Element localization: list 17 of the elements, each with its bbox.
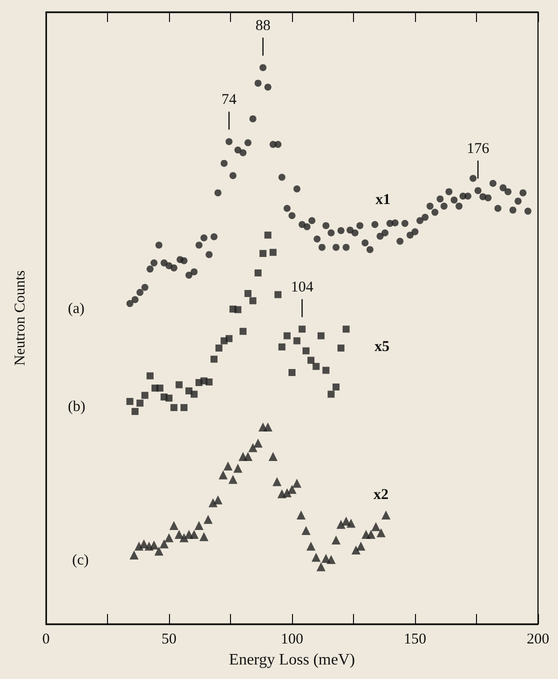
annotation: x5 (374, 339, 390, 355)
x-tick-label: 200 (526, 632, 550, 648)
x-tick-label: 0 (42, 632, 50, 648)
x-axis-title: Energy Loss (meV) (229, 651, 355, 668)
annotation: 104 (290, 280, 314, 296)
text: (c) (72, 552, 89, 569)
annotation: 88 (255, 18, 270, 34)
annotation: x1 (376, 192, 390, 208)
text: (a) (68, 301, 85, 318)
annotation: 176 (466, 141, 490, 158)
text: (b) (68, 398, 86, 415)
x-tick-label: 50 (162, 632, 176, 648)
annotation: 74 (222, 92, 238, 108)
x-tick-label: 150 (404, 632, 426, 648)
annotation: x2 (374, 487, 388, 503)
x-tick-label: 100 (280, 632, 304, 648)
y-axis-title: Neutron Counts (12, 270, 28, 366)
